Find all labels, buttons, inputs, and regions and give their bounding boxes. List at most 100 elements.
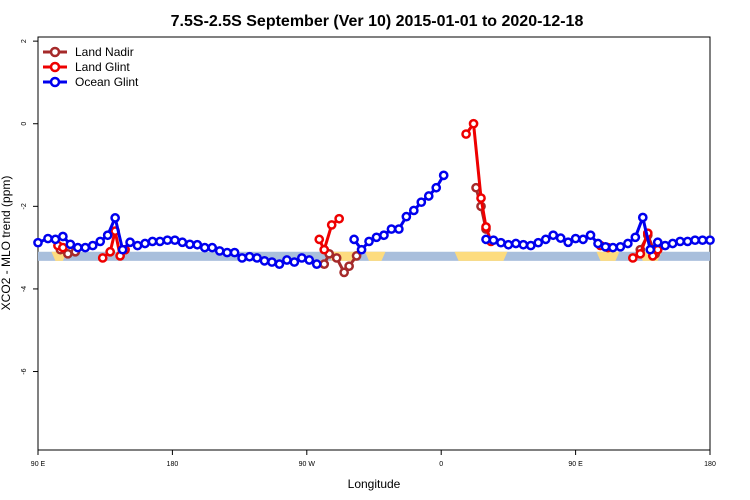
chart-title: 7.5S-2.5S September (Ver 10) 2015-01-01 … xyxy=(171,13,584,30)
ocean-glint-point xyxy=(593,238,603,249)
land-glint-point xyxy=(314,234,325,245)
y-tick-label: -2 xyxy=(21,203,28,209)
legend-label: Land Glint xyxy=(75,60,130,74)
legend-item-ocean-glint: Ocean Glint xyxy=(43,75,139,89)
ocean-glint-point xyxy=(394,224,404,234)
legend-marker xyxy=(49,76,61,88)
ocean-glint-point xyxy=(518,239,529,250)
ocean-glint-point xyxy=(496,237,506,248)
ocean-glint-point xyxy=(600,241,611,252)
ocean-glint-point xyxy=(386,224,397,234)
ocean-glint-point xyxy=(132,240,143,251)
series-land-nadir xyxy=(55,182,661,278)
ocean-glint-point xyxy=(207,242,218,253)
ocean-glint-point xyxy=(237,253,247,263)
ocean-glint-point xyxy=(50,234,61,245)
ocean-glint-point xyxy=(72,242,83,253)
ocean-glint-point xyxy=(408,205,419,216)
ocean-glint-point xyxy=(488,235,499,246)
land-nadir-point xyxy=(319,259,330,269)
y-axis-label: XCO2 - MLO trend (ppm) xyxy=(0,176,13,311)
ocean-glint-point xyxy=(637,212,648,223)
ocean-glint-point xyxy=(252,253,262,263)
land-glint-point xyxy=(58,242,68,253)
ocean-glint-point xyxy=(682,236,693,247)
x-tick-label: 180 xyxy=(167,461,179,468)
x-tick-label: 90 E xyxy=(568,461,583,468)
ocean-glint-point xyxy=(690,235,700,246)
y-tick-label: 0 xyxy=(21,122,28,126)
ocean-glint-point xyxy=(364,236,374,247)
ocean-glint-point xyxy=(525,240,536,251)
land-glint-point xyxy=(627,253,638,263)
ocean-glint-point xyxy=(311,259,322,269)
ocean-glint-point xyxy=(244,251,255,262)
ocean-glint-point xyxy=(282,255,292,265)
ocean-glint-point xyxy=(43,233,53,244)
ocean-glint-point xyxy=(645,244,656,255)
ocean-glint-point xyxy=(95,236,106,247)
ocean-glint-point xyxy=(379,230,389,241)
ocean-glint-point xyxy=(630,232,641,243)
ocean-glint-point xyxy=(675,236,685,247)
ocean-glint-point xyxy=(162,235,173,246)
ocean-glint-point xyxy=(259,255,270,266)
legend-item-land-nadir: Land Nadir xyxy=(43,45,134,59)
ocean-glint-point xyxy=(65,239,76,250)
ocean-glint-point xyxy=(110,213,121,223)
ocean-glint-point xyxy=(608,242,618,253)
land-glint-point xyxy=(326,220,337,230)
ocean-glint-point xyxy=(184,239,195,250)
x-tick-label: 0 xyxy=(439,461,443,468)
land-segment xyxy=(365,251,386,261)
legend-marker xyxy=(49,61,61,73)
ocean-glint-point xyxy=(199,242,210,253)
ocean-glint-point xyxy=(705,235,715,246)
ocean-glint-point xyxy=(117,244,128,255)
ocean-glint-point xyxy=(155,236,165,247)
land-segment xyxy=(596,251,620,261)
y-axis: 2 0 -2 -4 -6 xyxy=(21,39,38,375)
legend-item-land-glint: Land Glint xyxy=(43,60,130,74)
series-ocean-glint xyxy=(33,170,715,269)
land-nadir-point xyxy=(344,261,354,272)
ocean-glint-point xyxy=(697,235,708,246)
x-axis-label: Longitude xyxy=(348,477,401,491)
ocean-glint-point xyxy=(296,253,307,263)
ocean-glint-point xyxy=(481,234,491,245)
ocean-glint-point xyxy=(58,231,68,242)
ocean-glint-point xyxy=(102,230,113,241)
ocean-glint-point xyxy=(289,257,300,267)
y-tick-label: -6 xyxy=(21,368,28,374)
ocean-glint-point xyxy=(222,247,233,258)
ocean-glint-point xyxy=(349,234,359,245)
land-glint-point xyxy=(481,222,491,232)
ocean-glint-point xyxy=(140,238,150,249)
ocean-glint-point xyxy=(533,237,544,248)
land-glint-point xyxy=(476,193,486,203)
ocean-glint-point xyxy=(623,238,633,249)
ocean-glint-point xyxy=(438,170,449,181)
ocean-glint-point xyxy=(548,230,559,241)
ocean-glint-point xyxy=(555,233,566,243)
ocean-glint-point xyxy=(304,255,315,265)
ocean-glint-point xyxy=(667,238,678,249)
land-ocean-band xyxy=(38,251,710,261)
land-glint-point xyxy=(468,118,479,129)
ocean-glint-point xyxy=(660,240,671,251)
legend-marker xyxy=(49,46,61,58)
land-glint-point xyxy=(652,244,663,255)
land-glint-point xyxy=(105,246,116,257)
ocean-glint-point xyxy=(125,237,135,248)
land-nadir-point xyxy=(351,251,362,261)
x-tick-label: 90 W xyxy=(299,461,316,468)
ocean-glint-point xyxy=(267,257,277,267)
x-axis: 90 E 180 90 W 0 90 E 180 xyxy=(31,450,716,468)
ocean-glint-point xyxy=(615,241,626,252)
y-tick-label: -4 xyxy=(21,286,28,292)
ocean-glint-point xyxy=(80,242,91,253)
ocean-glint-point xyxy=(652,237,663,248)
ocean-glint-point xyxy=(511,238,521,249)
